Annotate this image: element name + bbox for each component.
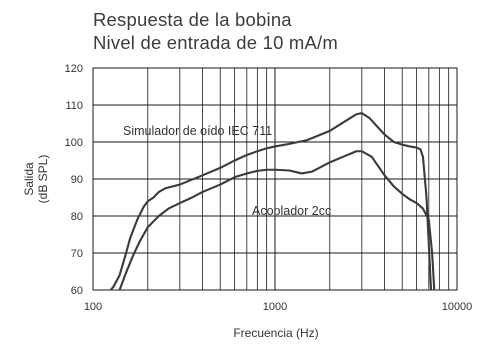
annotation-coupler: Acoplador 2cc [252,204,331,218]
annotation-simulator: Simulador de oído IEC 711 [123,124,272,138]
y-axis-label-line1: Salida [22,162,36,196]
y-tick-label: 60 [71,285,83,297]
y-tick-label: 110 [65,100,83,112]
chart-title: Respuesta de la bobina [93,9,292,30]
x-tick-label: 10000 [442,301,473,313]
series-line-2cc [118,150,436,290]
plot-frame [92,67,458,291]
y-tick-label: 70 [71,248,83,260]
y-tick-label: 80 [71,211,83,223]
y-tick-label: 90 [71,174,83,186]
y-tick-label: 100 [65,137,83,149]
x-tick-label: 1000 [263,301,287,313]
y-tick-label: 120 [65,63,83,75]
tick-labels: 60 70 80 90 100 110 120 100 1000 10000 [65,63,473,313]
series-lines [109,112,436,290]
x-tick-label: 100 [84,301,102,313]
x-axis-label: Frecuencia (Hz) [233,326,318,340]
y-axis-label-line2: (dB SPL) [36,155,50,204]
series-line-iec711 [109,112,433,290]
grid [92,67,458,291]
chart-subtitle: Nivel de entrada de 10 mA/m [93,32,338,53]
